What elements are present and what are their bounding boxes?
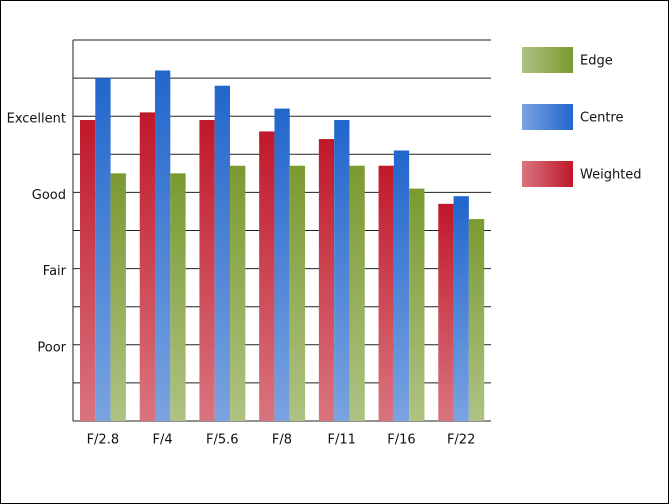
bar — [155, 70, 171, 421]
bar — [438, 203, 454, 421]
bar — [80, 120, 96, 421]
x-tick-label: F/11 — [328, 433, 356, 448]
x-tick-label: F/4 — [153, 433, 173, 448]
bar — [334, 120, 350, 421]
bar — [199, 120, 215, 421]
bar — [230, 165, 246, 421]
bar — [468, 219, 485, 421]
bar — [139, 112, 156, 421]
bar — [289, 165, 306, 421]
x-tick-label: F/2.8 — [87, 433, 120, 448]
y-tick-label: Good — [32, 188, 66, 203]
x-tick-label: F/16 — [387, 433, 415, 448]
y-tick-label: Excellent — [7, 112, 66, 127]
x-tick-label: F/8 — [272, 433, 292, 448]
legend-swatch — [522, 161, 573, 187]
y-tick-label: Fair — [43, 264, 67, 279]
bar — [259, 131, 275, 421]
bar — [170, 173, 186, 421]
bar — [409, 188, 425, 421]
legend-label: Centre — [580, 111, 623, 126]
bar — [214, 85, 231, 421]
legend-swatch — [522, 104, 573, 130]
bar — [318, 139, 335, 421]
bar — [378, 165, 394, 421]
bar — [95, 78, 111, 421]
bar — [453, 196, 469, 421]
x-tick-label: F/22 — [447, 433, 475, 448]
legend-label: Edge — [580, 54, 613, 69]
bar — [110, 173, 126, 421]
bar — [274, 108, 290, 421]
bar — [393, 150, 410, 422]
bar — [349, 165, 365, 421]
y-tick-label: Poor — [37, 340, 66, 355]
x-tick-label: F/5.6 — [206, 433, 239, 448]
legend-label: Weighted — [580, 168, 642, 183]
legend-swatch — [522, 47, 573, 73]
